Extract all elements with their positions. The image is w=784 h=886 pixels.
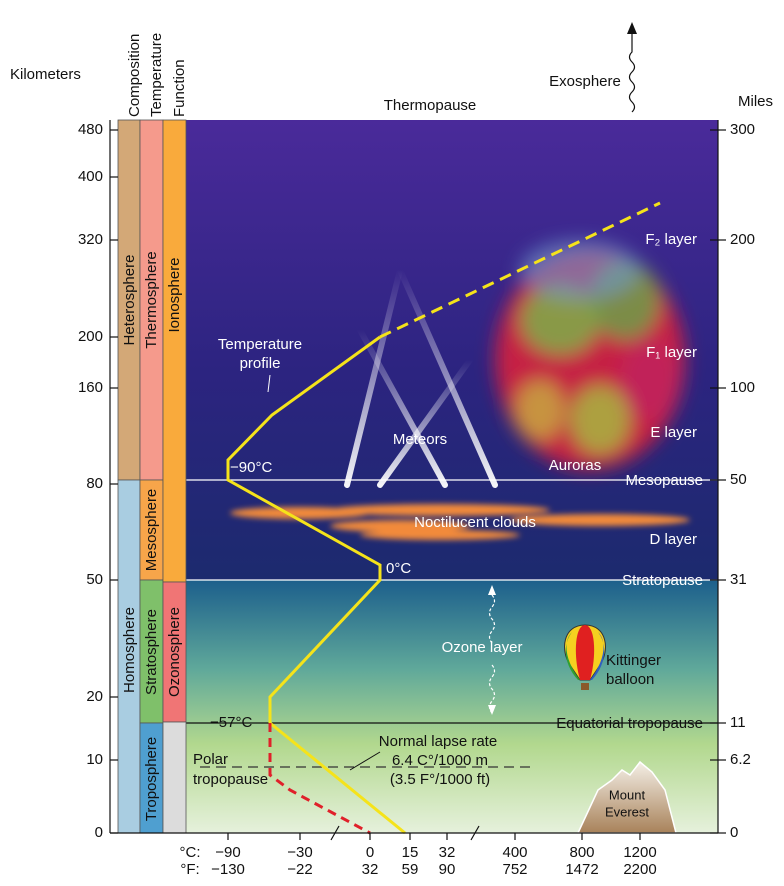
column-header: Temperature (148, 33, 165, 117)
celsius-tick-label: 1200 (623, 844, 656, 861)
left-tick-label: 0 (95, 824, 103, 841)
noctilucent-clouds-label: Noctilucent clouds (414, 514, 536, 531)
right-axis-title: Miles (738, 93, 773, 110)
fahrenheit-tick-label: −130 (211, 861, 245, 878)
lapse-rate-label: (3.5 F°/1000 ft) (390, 771, 490, 788)
fahrenheit-tick-label: 90 (439, 861, 456, 878)
polar-tropopause-label: tropopause (193, 771, 268, 788)
auroras-label: Auroras (549, 457, 602, 474)
mount-everest-label: Everest (605, 804, 649, 819)
fahrenheit-tick-label: 752 (502, 861, 527, 878)
noctilucent-clouds (230, 504, 690, 540)
kittinger-balloon-label: balloon (606, 671, 654, 688)
right-tick-label: 6.2 (730, 751, 751, 768)
lapse-rate-label: Normal lapse rate (379, 733, 497, 750)
meteors (344, 267, 498, 488)
left-tick-label: 480 (78, 121, 103, 138)
ozone-layer-label: Ozone layer (442, 639, 523, 656)
celsius-tick-label: 32 (439, 844, 456, 861)
column-label: Troposphere (143, 737, 160, 822)
ozone-arrow (488, 594, 496, 714)
temperature-profile (226, 335, 406, 835)
fahrenheit-tick-label: 2200 (623, 861, 656, 878)
column-label: Thermosphere (143, 251, 160, 349)
column-label: Ozonosphere (166, 607, 183, 697)
zero-c-label: 0°C (386, 560, 411, 577)
column-label: Homosphere (121, 607, 138, 693)
left-axis-title: Kilometers (10, 66, 81, 83)
arrow-head (627, 22, 637, 34)
profile-leader (267, 374, 271, 393)
mount-everest-label: Mount (609, 787, 646, 802)
right-tick-label: 31 (730, 571, 747, 588)
left-tick-label: 200 (78, 328, 103, 345)
mesopause-label: Mesopause (625, 472, 703, 489)
column-header: Composition (126, 34, 143, 117)
meteors-label: Meteors (393, 431, 447, 448)
right-tick-label: 100 (730, 379, 755, 396)
celsius-tick-label: −90 (215, 844, 240, 861)
axis-break (470, 825, 480, 841)
exosphere-arrow (628, 32, 636, 113)
column-label: Mesosphere (143, 489, 160, 572)
fahrenheit-label: °F: (180, 861, 199, 878)
left-tick-label: 160 (78, 379, 103, 396)
left-tick-label: 50 (86, 571, 103, 588)
exosphere-label: Exosphere (549, 73, 621, 90)
minus57-label: −57°C (210, 714, 252, 731)
left-tick-label: 20 (86, 688, 103, 705)
fahrenheit-tick-label: 1472 (565, 861, 598, 878)
d-layer-label: D layer (649, 531, 697, 548)
kittinger-balloon-icon (564, 624, 606, 690)
celsius-tick-label: 400 (502, 844, 527, 861)
e-layer-label: E layer (650, 424, 697, 441)
polar-tropopause-label: Polar (193, 751, 228, 768)
function-empty-band (162, 721, 187, 834)
lapse-leader (349, 751, 381, 771)
celsius-tick-label: 15 (402, 844, 419, 861)
left-tick-label: 320 (78, 231, 103, 248)
auroras (495, 240, 685, 470)
temperature-profile-label: Temperature (218, 336, 302, 353)
lapse-rate-label: 6.4 C°/1000 m (392, 752, 488, 769)
fahrenheit-tick-label: −22 (287, 861, 312, 878)
celsius-tick-label: 800 (569, 844, 594, 861)
right-tick-label: 300 (730, 121, 755, 138)
fahrenheit-tick-label: 32 (362, 861, 379, 878)
right-tick-label: 0 (730, 824, 738, 841)
column-label: Ionosphere (166, 257, 183, 332)
polar-profile (268, 723, 371, 835)
f1-layer-label: F₁ layer (646, 344, 697, 361)
column-header: Function (171, 59, 188, 117)
column-label: Stratosphere (143, 609, 160, 695)
left-tick-label: 80 (86, 475, 103, 492)
left-tick-label: 10 (86, 751, 103, 768)
celsius-tick-label: 0 (366, 844, 374, 861)
right-tick-label: 50 (730, 471, 747, 488)
fahrenheit-tick-label: 59 (402, 861, 419, 878)
arrow-head (488, 585, 496, 595)
ionosphere-band (162, 119, 187, 583)
arrow-head (488, 705, 496, 715)
stratopause-label: Stratopause (622, 572, 703, 589)
right-tick-label: 200 (730, 231, 755, 248)
right-tick-label: 11 (730, 714, 746, 731)
axis-break (330, 825, 340, 841)
left-tick-label: 400 (78, 168, 103, 185)
kittinger-balloon-label: Kittinger (606, 652, 661, 669)
equatorial-tropopause-label: Equatorial tropopause (556, 715, 703, 732)
mount-everest-icon (576, 760, 677, 834)
celsius-tick-label: −30 (287, 844, 312, 861)
temperature-profile-label: profile (240, 355, 281, 372)
f2-layer-label: F₂ layer (645, 231, 697, 248)
thermopause-label: Thermopause (384, 97, 477, 114)
column-label: Heterosphere (121, 255, 138, 346)
minus90-label: −90°C (230, 459, 272, 476)
temperature-profile-extrapolated (379, 201, 661, 339)
celsius-label: °C: (180, 844, 201, 861)
